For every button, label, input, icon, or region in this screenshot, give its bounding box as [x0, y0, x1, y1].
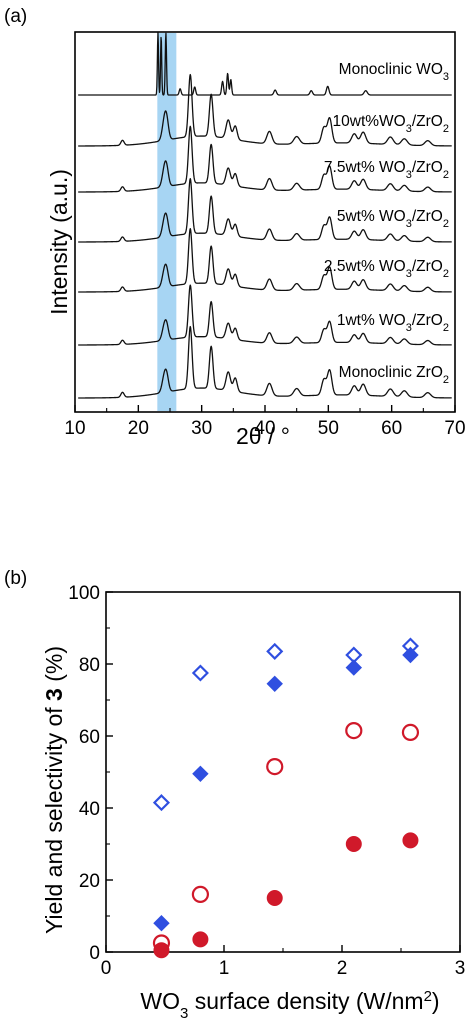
x-tick-label-a: 10: [64, 418, 85, 439]
series-label: 1wt% WO3/ZrO2: [337, 312, 449, 334]
data-point: [191, 885, 209, 904]
y-axis-label-b: Yield and selectivity of 3 (%): [41, 646, 67, 934]
yield-panel: (b) 0 1 2 3 0 20 40 60 80 100 WO3 surface density…: [4, 568, 465, 1021]
x-axis-label-a: 2θ / °: [236, 423, 290, 449]
data-point: [153, 942, 170, 959]
data-point: [191, 664, 209, 682]
y-tick-label-b: 20: [79, 871, 100, 892]
data-point: [345, 659, 363, 676]
xrd-trace: [77, 73, 452, 147]
xrd-trace: [77, 125, 452, 193]
data-point: [401, 723, 420, 742]
xrd-trace: [77, 228, 452, 293]
data-point: [402, 646, 419, 664]
series-label: 10wt%WO3/ZrO2: [333, 113, 449, 135]
series-label: 2.5wt% WO3/ZrO2: [324, 258, 449, 280]
data-point: [153, 914, 170, 932]
x-tick-label-a: 20: [128, 418, 149, 439]
x-tick-label-a: 30: [191, 418, 212, 439]
xrd-panel: (a) Monoclinic WO3 10wt%WO3/ZrO2 7.5wt% WO…: [4, 6, 466, 449]
xrd-trace: [77, 325, 452, 399]
xrd-trace: [77, 32, 452, 96]
data-point: [266, 757, 284, 776]
series-label: 5wt% WO3/ZrO2: [337, 208, 449, 230]
data-point: [192, 931, 209, 948]
x-ticks-a: 10 20 30 40 50 60 70: [64, 405, 466, 439]
data-points: [152, 637, 420, 959]
x-tick-label-a: 70: [444, 418, 465, 439]
xrd-trace: [77, 284, 452, 346]
series-label: Monoclinic WO3: [339, 61, 449, 83]
data-point: [192, 765, 209, 783]
series-label: Monoclinic ZrO2: [339, 364, 449, 386]
series-label: 7.5wt% WO3/ZrO2: [324, 159, 449, 181]
data-point: [345, 721, 363, 740]
panel-b-label: (b): [4, 568, 27, 589]
x-tick-label-b: 2: [337, 958, 348, 979]
x-tick-label-b: 0: [101, 958, 112, 979]
y-axis-label-a: Intensity (a.u.): [46, 169, 72, 315]
data-point: [152, 794, 171, 812]
x-tick-label-a: 60: [381, 418, 402, 439]
y-tick-label-b: 80: [79, 655, 100, 676]
x-tick-label-b: 3: [455, 958, 466, 979]
data-point: [266, 642, 284, 660]
y-tick-label-b: 60: [79, 727, 100, 748]
data-point: [345, 836, 362, 852]
y-tick-label-b: 40: [79, 799, 100, 820]
panel-a-label: (a): [4, 6, 27, 27]
series-labels: Monoclinic WO3 10wt%WO3/ZrO2 7.5wt% WO3/Zr…: [324, 61, 449, 386]
data-point: [266, 675, 283, 693]
xrd-trace: [77, 178, 452, 243]
ticks-b: 0 1 2 3 0 20 40 60 80 100: [68, 583, 465, 979]
x-tick-label-b: 1: [219, 958, 230, 979]
y-tick-label-b: 100: [68, 583, 100, 604]
x-tick-label-a: 50: [318, 418, 339, 439]
xrd-traces: [77, 32, 452, 399]
x-axis-label-b: WO3 surface density (W/nm2): [140, 988, 439, 1021]
data-point: [402, 832, 419, 849]
y-tick-label-b: 0: [89, 943, 100, 964]
x-tick-label-a: 40: [254, 418, 275, 439]
data-point: [266, 890, 283, 906]
